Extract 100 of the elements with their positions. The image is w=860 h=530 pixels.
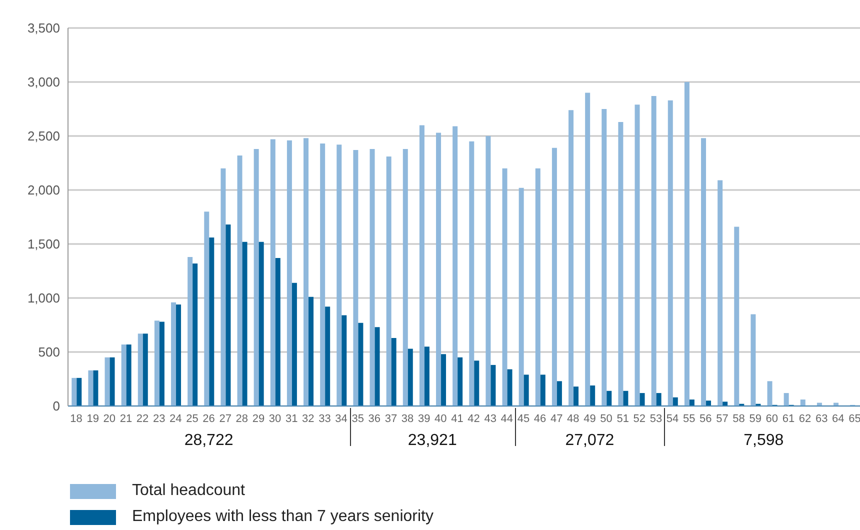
bar [784, 393, 789, 406]
bar [706, 400, 712, 406]
bar [750, 314, 756, 406]
x-tick-label: 36 [368, 412, 381, 425]
bar [342, 315, 347, 406]
bar [540, 374, 546, 406]
bar [386, 156, 392, 406]
bar [226, 224, 231, 406]
bar [441, 354, 446, 406]
y-tick-label: 500 [38, 344, 60, 360]
bar [458, 357, 463, 406]
bar [254, 148, 259, 406]
bar [623, 390, 628, 406]
bar [402, 148, 408, 406]
bar [159, 322, 164, 406]
bar [474, 360, 480, 406]
bar [374, 327, 380, 406]
x-tick-label: 39 [418, 412, 430, 425]
bar [490, 364, 496, 406]
x-tick-label: 21 [120, 412, 132, 425]
x-tick-label: 58 [732, 412, 745, 425]
x-tick-label: 35 [352, 412, 364, 425]
x-tick-label: 65 [848, 412, 860, 425]
bar [76, 378, 82, 406]
bar [602, 109, 607, 406]
bar [656, 393, 662, 406]
bar [651, 96, 656, 406]
x-tick-label: 55 [682, 412, 696, 425]
bar [209, 238, 214, 406]
x-tick-label: 56 [700, 412, 712, 425]
x-tick-label: 27 [219, 412, 232, 425]
y-tick-label: 0 [52, 398, 60, 414]
bar [192, 263, 198, 406]
bar [110, 357, 115, 406]
text: 27,072 [564, 432, 616, 450]
x-tick-label: 62 [798, 412, 812, 425]
x-tick-label: 64 [832, 412, 844, 425]
bar [370, 148, 375, 406]
x-tick-label: 30 [268, 412, 282, 425]
y-tick-label: 3,500 [27, 20, 60, 36]
bar [585, 92, 590, 406]
x-tick-label: 20 [103, 412, 116, 425]
y-tick-label: 1,500 [27, 236, 60, 252]
bar [552, 148, 557, 406]
x-tick-label: 44 [500, 412, 514, 425]
bar [424, 346, 430, 406]
bar [502, 168, 508, 406]
x-tick-label: 22 [136, 412, 149, 425]
bar [668, 100, 673, 406]
bar [486, 136, 491, 406]
x-tick-label: 49 [584, 412, 596, 425]
x-tick-label: 18 [70, 412, 82, 425]
x-tick-label: 23 [152, 412, 166, 425]
bar [684, 82, 690, 406]
bar [358, 322, 364, 406]
bar [325, 306, 330, 406]
x-tick-label: 29 [252, 412, 265, 425]
bar [258, 242, 264, 406]
x-tick-label: 52 [633, 412, 646, 425]
x-tick-label: 28 [236, 412, 248, 425]
x-tick-label: 31 [285, 412, 298, 425]
legend-label: Employees with less than 7 years seniority [132, 508, 434, 526]
x-tick-label: 60 [766, 412, 778, 425]
bar [640, 393, 645, 406]
x-tick-label: 26 [202, 412, 215, 425]
bar [419, 125, 424, 406]
bar [176, 304, 182, 406]
y-tick-label: 1,000 [27, 290, 60, 306]
bar [320, 144, 326, 406]
bar [93, 370, 98, 406]
bar [270, 139, 276, 406]
bar [722, 402, 728, 406]
bar [104, 357, 110, 406]
bar [308, 296, 314, 406]
x-tick-label: 33 [318, 412, 331, 425]
x-tick-label: 38 [401, 412, 414, 425]
x-tick-label: 57 [716, 412, 728, 425]
bar [507, 369, 512, 406]
bar [242, 242, 248, 406]
x-tick-label: 51 [616, 412, 629, 425]
bar [436, 132, 442, 406]
bar [524, 374, 529, 406]
bar [391, 338, 396, 406]
y-tick-label: 3,000 [27, 74, 60, 90]
bar [590, 385, 596, 406]
bar [126, 344, 132, 406]
x-tick-label: 48 [567, 412, 580, 425]
x-tick-label: 45 [517, 412, 530, 425]
bar [672, 397, 678, 406]
x-tick-label: 41 [451, 412, 464, 425]
x-tick-label: 25 [186, 412, 198, 425]
bar [204, 212, 210, 406]
x-tick-label: 61 [782, 412, 795, 425]
bar [535, 168, 540, 406]
bar [88, 370, 94, 406]
bar [220, 168, 226, 406]
y-tick-label: 2,500 [27, 128, 60, 144]
bar [618, 122, 624, 406]
bar [574, 386, 579, 406]
x-tick-label: 19 [86, 412, 99, 425]
